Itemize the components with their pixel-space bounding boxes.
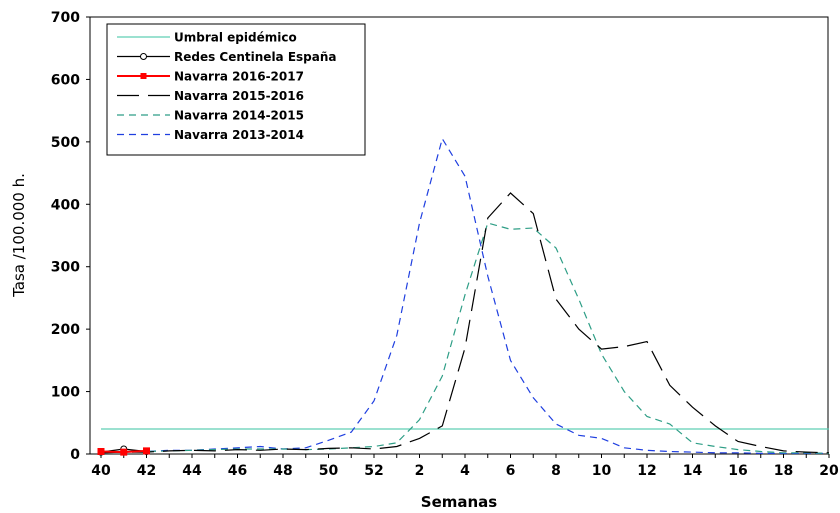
legend-marker [140,73,147,79]
y-tick-label: 100 [51,385,80,401]
y-axis-title: Tasa /100.000 h. [10,173,28,298]
y-tick-label: 400 [51,197,80,213]
legend-label: Navarra 2015-2016 [174,89,304,103]
x-axis-title: Semanas [421,493,498,511]
x-tick-label: 52 [364,463,383,479]
x-tick-label: 42 [137,463,156,479]
y-tick-label: 0 [70,447,80,463]
y-axis: 0 100 200 300 400 500 600 700 [51,10,90,463]
legend-label: Navarra 2016-2017 [174,70,304,84]
x-tick-label: 48 [273,463,292,479]
series-line [100,222,830,454]
x-tick-label: 40 [91,463,111,479]
x-tick-label: 50 [319,463,339,479]
legend-box [106,23,366,156]
x-tick-label: 46 [228,463,247,479]
x-tick-label: 8 [551,463,561,479]
y-tick-label: 300 [51,260,80,276]
series-layer [97,137,830,456]
x-axis: 40 42 44 46 48 50 52 2 4 6 8 10 12 14 16 18 20 [91,454,839,479]
y-tick-label: 200 [51,322,80,338]
data-point [143,447,150,455]
data-point [120,448,128,456]
legend: Umbral epidémico Redes Centinela España Na… [106,23,366,156]
series-navarra-2014-2015 [100,222,830,454]
x-tick-label: 18 [774,463,793,479]
series-navarra-2016-2017 [97,447,150,456]
x-tick-label: 2 [415,463,425,479]
legend-label: Umbral epidémico [174,31,297,45]
legend-label: Navarra 2013-2014 [174,128,304,142]
legend-label: Redes Centinela España [174,50,337,64]
series-navarra-2013-2014 [100,137,829,454]
x-tick-label: 14 [683,463,703,479]
x-tick-label: 16 [728,463,747,479]
y-tick-label: 600 [51,72,80,88]
data-point [97,448,105,456]
legend-label: Navarra 2014-2015 [174,109,304,123]
y-tick-label: 700 [51,10,80,26]
series-line [100,137,829,454]
x-tick-label: 12 [637,463,656,479]
y-tick-label: 500 [51,135,80,151]
x-tick-label: 44 [182,463,202,479]
legend-marker [140,53,147,60]
x-tick-label: 20 [819,463,839,479]
x-tick-label: 4 [460,463,470,479]
x-tick-label: 6 [506,463,516,479]
x-tick-label: 10 [592,463,612,479]
